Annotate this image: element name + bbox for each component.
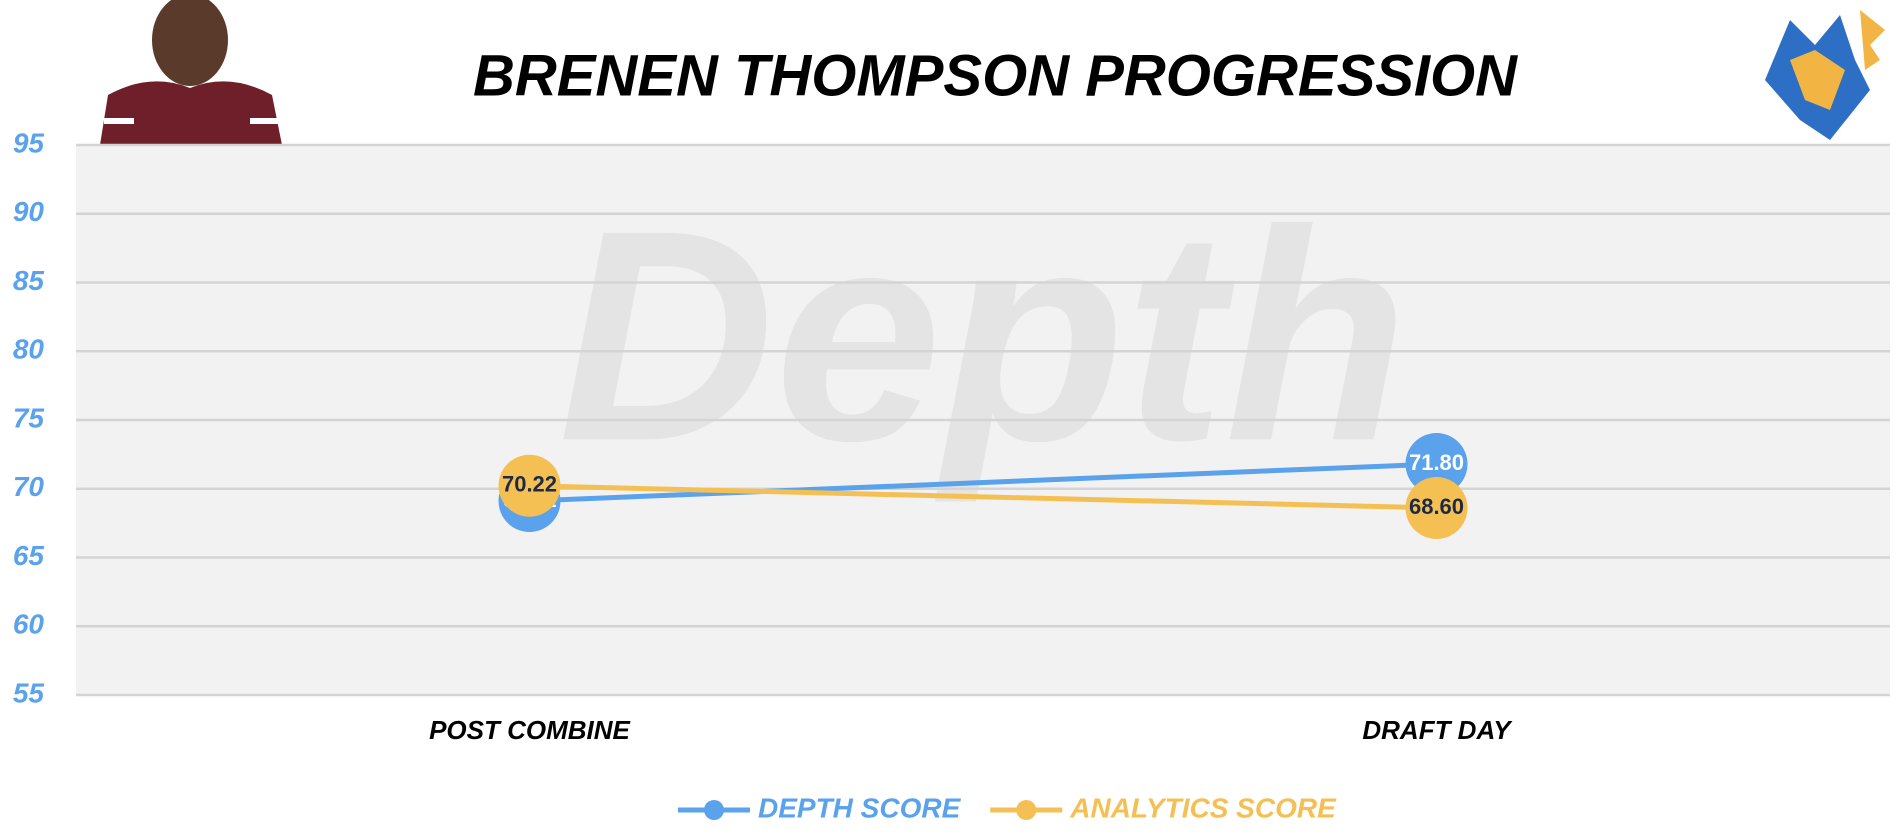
data-point [1405,433,1468,495]
data-label: 68.60 [1409,494,1464,519]
chart-title: BRENEN THOMPSON PROGRESSION [473,43,1518,108]
data-point [498,454,561,517]
legend-marker [704,800,724,820]
y-tick-label: 60 [13,609,45,640]
series-line [529,461,1437,504]
series-line [529,483,1437,511]
watermark: Depth [558,167,1408,505]
y-tick-label: 90 [13,196,45,227]
y-tick-label: 65 [13,540,45,571]
legend-marker [1016,800,1037,820]
legend-label: ANALYTICS SCORE [1069,792,1337,823]
x-tick-label: POST COMBINE [429,715,630,745]
x-tick-label: DRAFT DAY [1362,715,1513,745]
y-tick-label: 70 [13,471,45,502]
y-tick-label: 85 [13,265,45,296]
y-tick-label: 75 [13,402,45,433]
y-tick-label: 80 [13,334,45,365]
player-photo [100,0,282,145]
data-point [1405,477,1468,539]
y-tick-label: 95 [13,127,45,158]
data-label: 71.80 [1409,450,1464,475]
legend-label: DEPTH SCORE [758,792,962,823]
data-label: 70.22 [502,472,557,497]
y-tick-label: 55 [13,677,45,708]
team-logo [1765,10,1885,140]
